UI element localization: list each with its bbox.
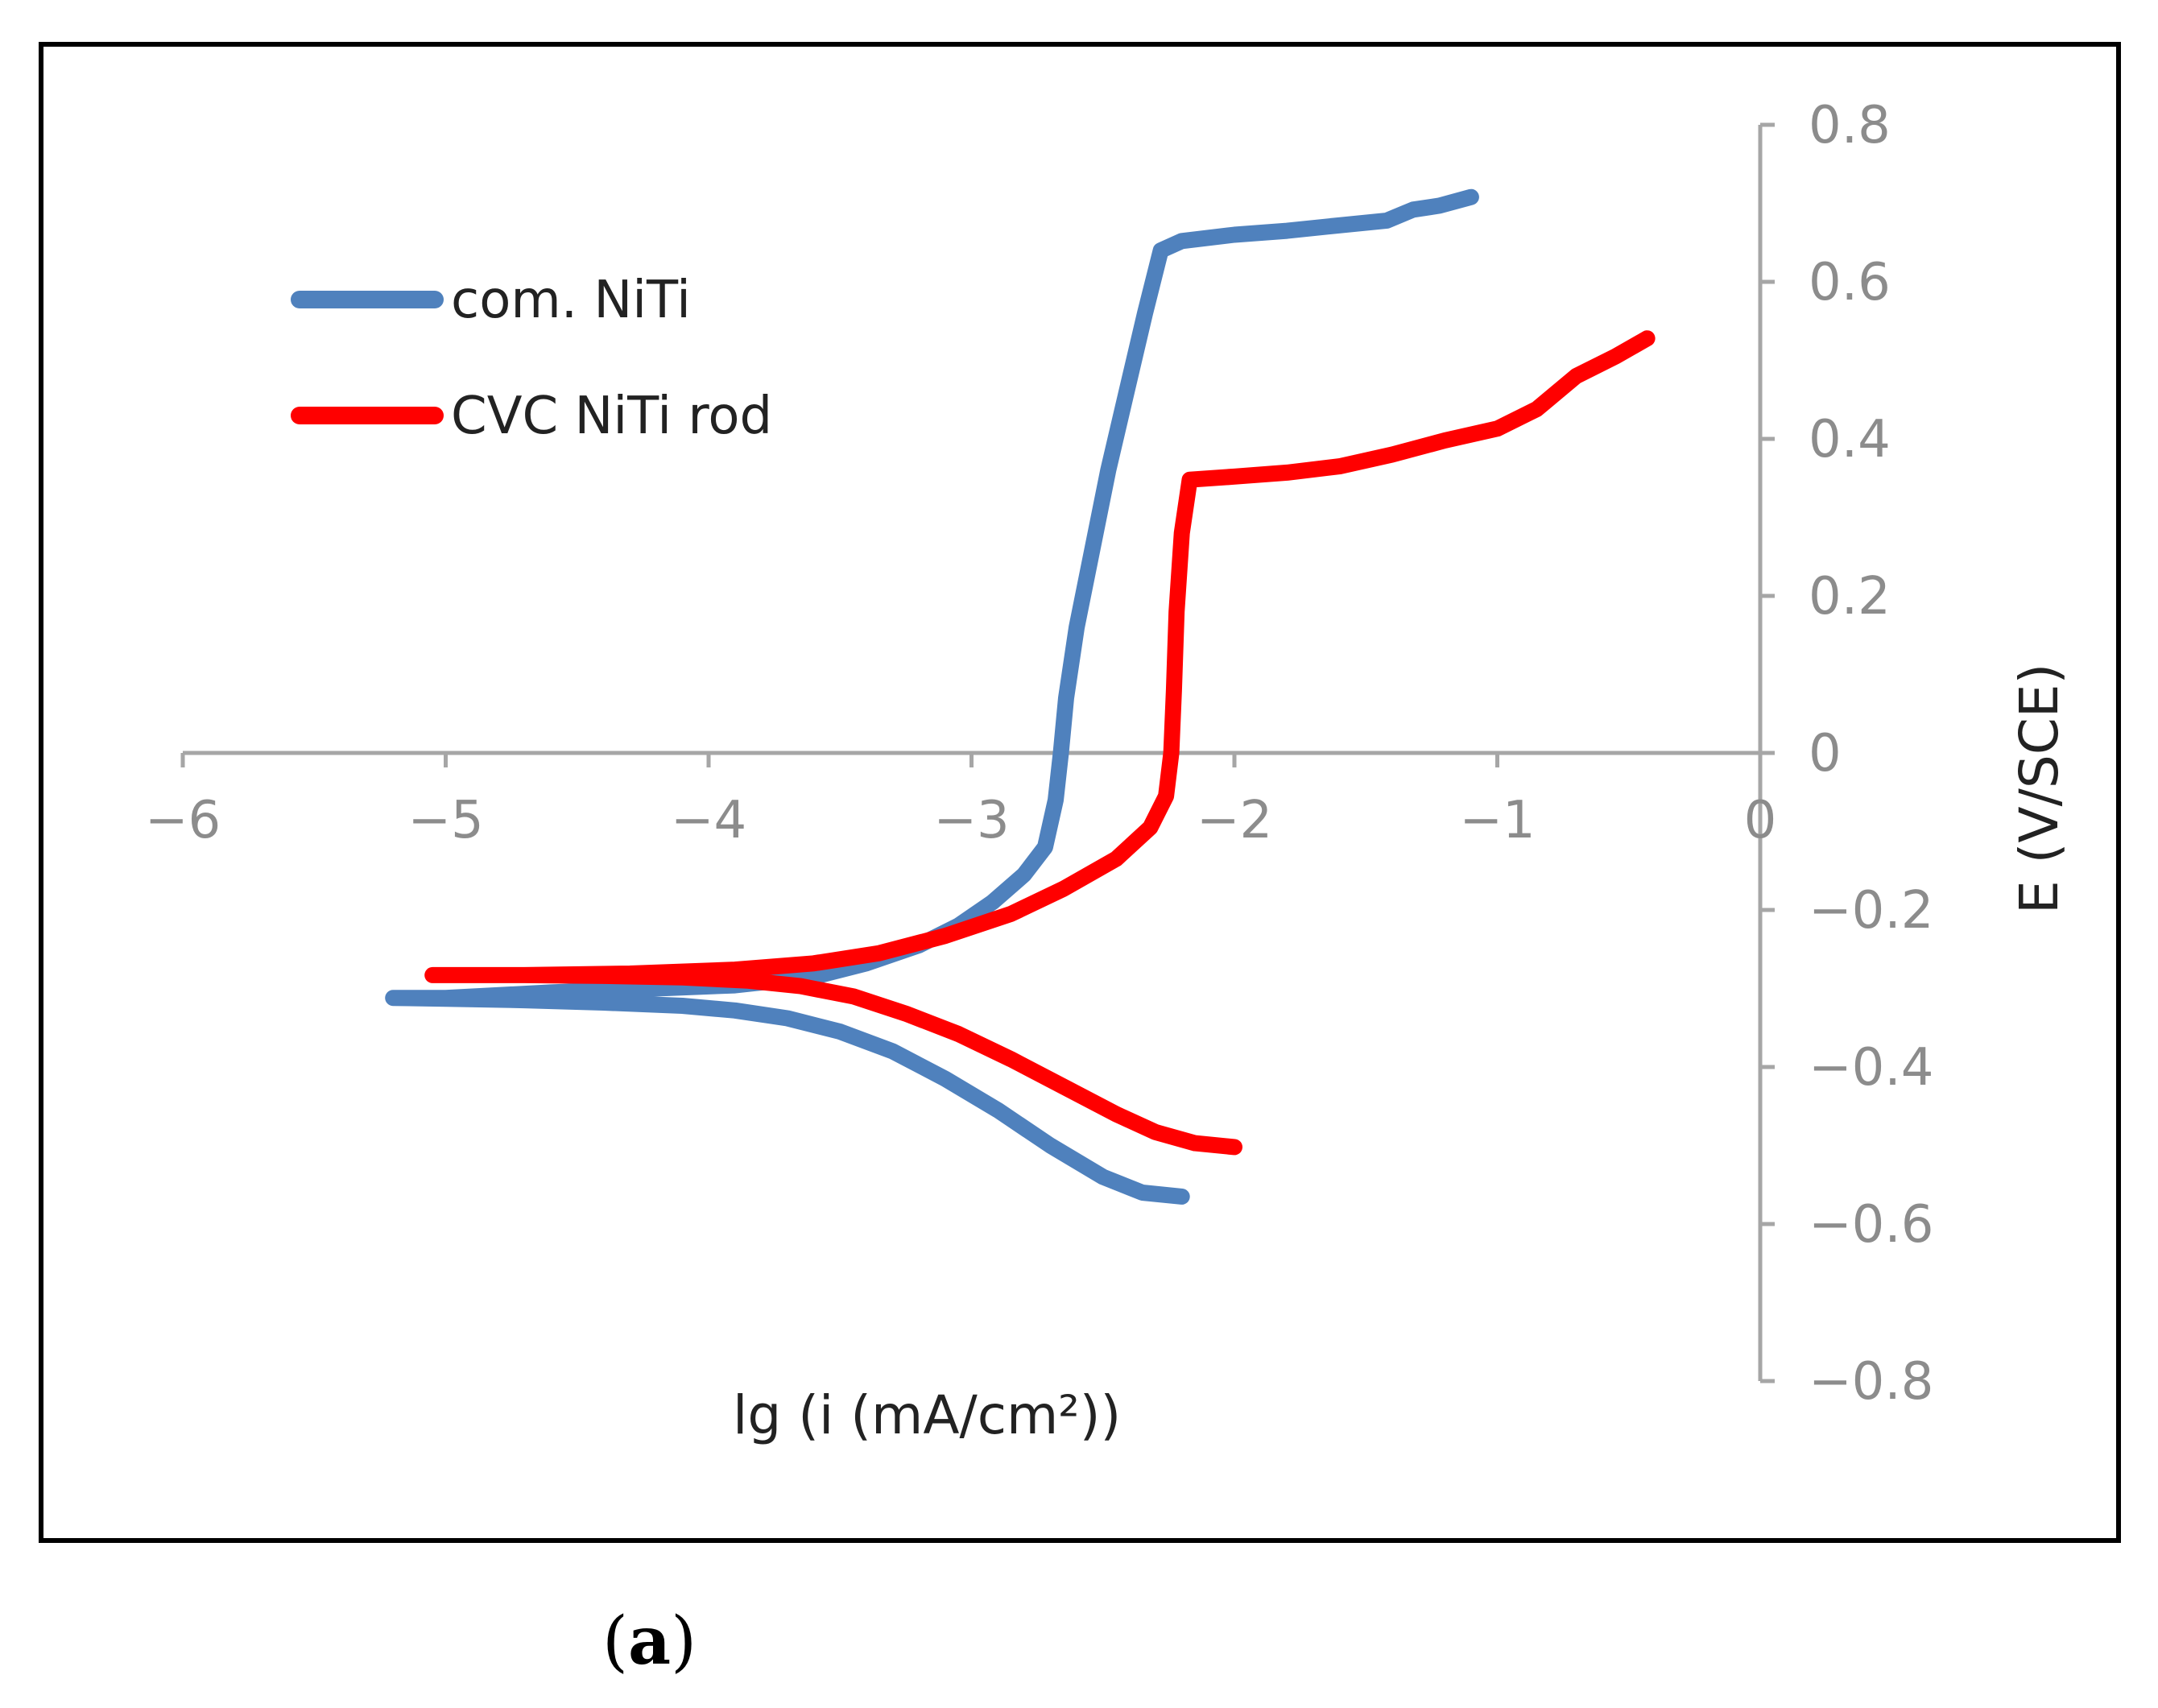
y-tick-label: −0.4 (1809, 1038, 1933, 1098)
y-tick-label: 0.2 (1809, 567, 1891, 627)
x-tick-label: 0 (1744, 791, 1777, 850)
y-tick-label: 0.6 (1809, 253, 1891, 312)
y-tick-label: −0.6 (1809, 1195, 1933, 1255)
y-tick-label: 0.8 (1809, 96, 1891, 155)
legend-label-cvc-niti-rod: CVC NiTi rod (451, 387, 772, 446)
series-line-com-niti (385, 188, 1479, 1205)
legend: com. NiTi CVC NiTi rod (291, 271, 772, 446)
y-tick-label: 0 (1809, 724, 1842, 784)
series-line-cvc-niti-rod (424, 330, 1656, 1156)
y-tick-label: −0.2 (1809, 881, 1933, 941)
panel-label-letter: a (628, 1603, 672, 1680)
axes: −6 −5 −4 −3 −2 −1 0 0.8 0.6 0.4 0.2 0 −0.2 −0.4 −0.6 −0… (145, 96, 1934, 1412)
x-tick-label: −1 (1459, 791, 1535, 850)
series-layer (385, 188, 1656, 1205)
y-tick-label: 0.4 (1809, 410, 1891, 469)
x-tick-label: −6 (145, 791, 221, 850)
x-axis-title: lg (i (mA/cm²)) (733, 1384, 1121, 1446)
x-tick-label: −2 (1197, 791, 1272, 850)
panel-label: (a) (602, 1603, 697, 1680)
x-tick-label: −3 (933, 791, 1009, 850)
x-tick-label: −5 (407, 791, 483, 850)
legend-label-com-niti: com. NiTi (451, 271, 691, 330)
y-axis-title: E (V/SCE) (2008, 664, 2070, 914)
y-tick-label: −0.8 (1809, 1352, 1933, 1412)
x-tick-label: −4 (671, 791, 746, 850)
